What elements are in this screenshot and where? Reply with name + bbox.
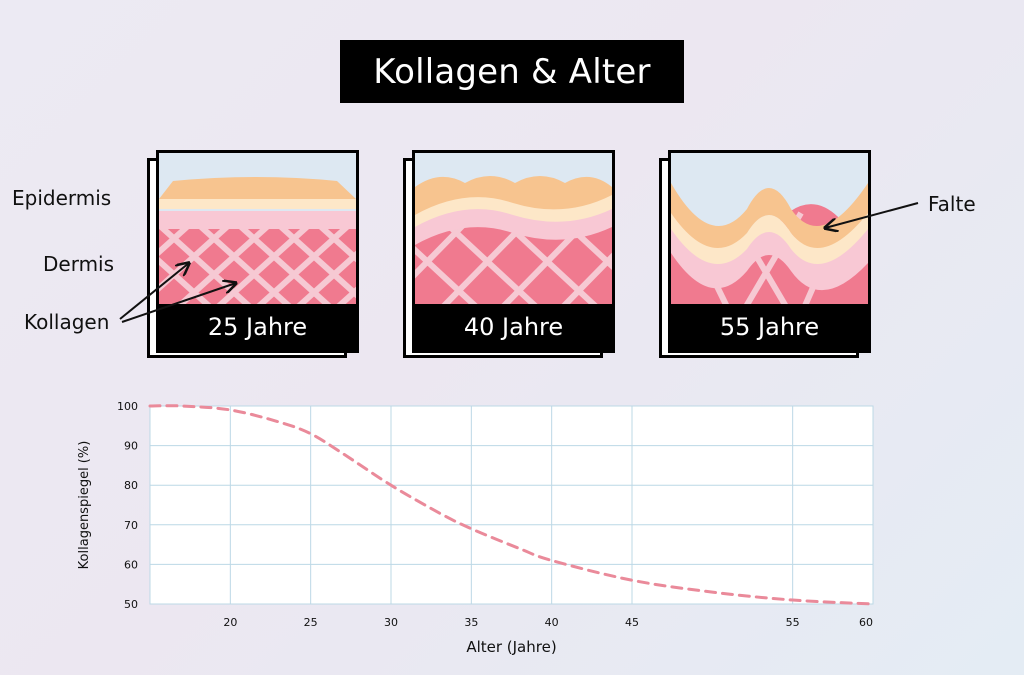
age-label: 25 Jahre bbox=[159, 304, 356, 350]
y-tick-label: 60 bbox=[124, 558, 138, 571]
y-tick-label: 80 bbox=[124, 479, 138, 492]
y-tick-label: 90 bbox=[124, 440, 138, 453]
y-tick-label: 50 bbox=[124, 598, 138, 611]
x-axis-label: Alter (Jahre) bbox=[466, 638, 556, 656]
dermis-label: Dermis bbox=[43, 252, 115, 276]
collagen-label: Kollagen bbox=[24, 310, 110, 334]
age-label: 55 Jahre bbox=[671, 304, 868, 350]
x-tick-label: 60 bbox=[859, 616, 873, 629]
plot-area bbox=[149, 405, 874, 605]
x-tick-label: 25 bbox=[304, 616, 318, 629]
y-axis-label: Kollagenspiegel (%) bbox=[77, 441, 92, 570]
epidermis-label: Epidermis bbox=[12, 186, 112, 210]
skin-panel-55: 55 Jahre bbox=[659, 150, 871, 362]
skin-cross-section: 55 Jahre bbox=[668, 150, 871, 353]
y-tick-labels: 50 60 70 80 90 100 bbox=[117, 400, 138, 611]
x-tick-label: 20 bbox=[223, 616, 237, 629]
x-tick-label: 35 bbox=[464, 616, 478, 629]
x-tick-label: 30 bbox=[384, 616, 398, 629]
y-tick-label: 100 bbox=[117, 400, 138, 413]
y-tick-label: 70 bbox=[124, 519, 138, 532]
x-tick-label: 45 bbox=[625, 616, 639, 629]
x-tick-label: 40 bbox=[545, 616, 559, 629]
collagen-curve bbox=[148, 404, 875, 606]
skin-cross-section: 40 Jahre bbox=[412, 150, 615, 353]
x-tick-labels: 20 25 30 35 40 45 55 60 bbox=[223, 616, 873, 629]
x-tick-label: 55 bbox=[786, 616, 800, 629]
skin-panel-40: 40 Jahre bbox=[403, 150, 615, 362]
wrinkle-label: Falte bbox=[928, 192, 976, 216]
grid-lines bbox=[150, 405, 874, 605]
page-title: Kollagen & Alter bbox=[340, 40, 684, 103]
age-label: 40 Jahre bbox=[415, 304, 612, 350]
